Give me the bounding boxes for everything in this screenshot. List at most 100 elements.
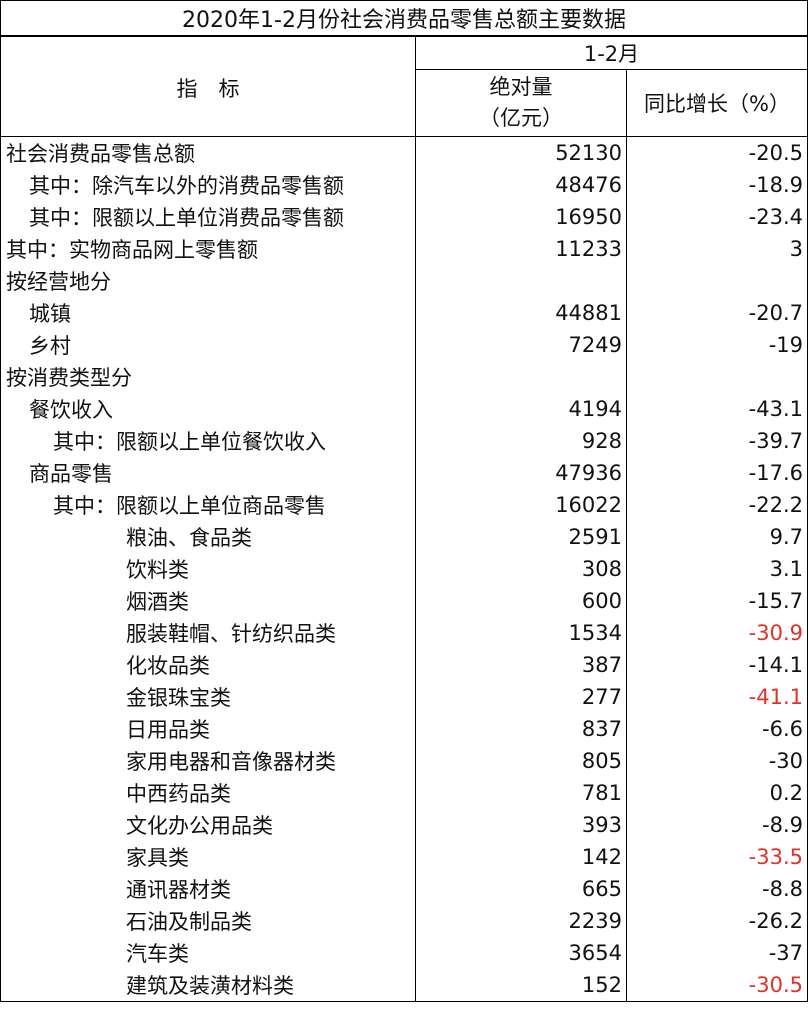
indicator-cell: 城镇	[0, 297, 416, 329]
absolute-value-cell: 16950	[415, 201, 627, 233]
table-row: 按经营地分	[0, 265, 808, 297]
yoy-growth-cell: -30.5	[626, 969, 808, 1002]
header-row-1: 指 标 1-2月	[0, 35, 808, 137]
absolute-value-cell: 600	[415, 585, 627, 617]
table-row: 中西药品类 781 0.2	[0, 777, 808, 809]
yoy-growth-cell: -14.1	[626, 649, 808, 681]
yoy-growth-cell: -23.4	[626, 201, 808, 233]
table-row: 通讯器材类 665 -8.8	[0, 873, 808, 905]
indicator-cell: 家具类	[0, 841, 416, 873]
table-title: 2020年1-2月份社会消费品零售总额主要数据	[0, 0, 808, 37]
absolute-value-cell: 11233	[415, 233, 627, 265]
table-row: 汽车类 3654 -37	[0, 937, 808, 969]
indicator-cell: 其中：限额以上单位餐饮收入	[0, 425, 416, 457]
yoy-growth-cell: -33.5	[626, 841, 808, 873]
table-row: 服装鞋帽、针纺织品类 1534 -30.9	[0, 617, 808, 649]
indicator-cell: 餐饮收入	[0, 393, 416, 425]
table-row: 烟酒类 600 -15.7	[0, 585, 808, 617]
title-row: 2020年1-2月份社会消费品零售总额主要数据	[0, 0, 808, 37]
table-row: 石油及制品类 2239 -26.2	[0, 905, 808, 937]
indicator-cell: 建筑及装潢材料类	[0, 969, 416, 1002]
indicator-cell: 中西药品类	[0, 777, 416, 809]
table-row: 商品零售 47936 -17.6	[0, 457, 808, 489]
yoy-growth-cell: -18.9	[626, 169, 808, 201]
absolute-value-cell: 2591	[415, 521, 627, 553]
yoy-growth-cell: -15.7	[626, 585, 808, 617]
indicator-cell: 服装鞋帽、针纺织品类	[0, 617, 416, 649]
table-row: 化妆品类 387 -14.1	[0, 649, 808, 681]
absolute-value-cell: 2239	[415, 905, 627, 937]
table-row: 城镇 44881 -20.7	[0, 297, 808, 329]
indicator-cell: 石油及制品类	[0, 905, 416, 937]
table-row: 金银珠宝类 277 -41.1	[0, 681, 808, 713]
indicator-cell: 家用电器和音像器材类	[0, 745, 416, 777]
header-row-2: 绝对量 （亿元） 同比增长（%）	[1, 69, 808, 137]
table-row: 其中：限额以上单位商品零售 16022 -22.2	[0, 489, 808, 521]
table-row: 社会消费品零售总额 52130 -20.5	[0, 136, 808, 169]
absolute-value-cell: 48476	[415, 169, 627, 201]
yoy-growth-cell: -30	[626, 745, 808, 777]
yoy-growth-cell	[626, 265, 808, 297]
indicator-cell: 文化办公用品类	[0, 809, 416, 841]
indicator-cell: 通讯器材类	[0, 873, 416, 905]
table-row: 其中：实物商品网上零售额 11233 3	[0, 233, 808, 265]
absolute-value-cell: 308	[415, 553, 627, 585]
table-row: 饮料类 308 3.1	[0, 553, 808, 585]
table-row: 餐饮收入 4194 -43.1	[0, 393, 808, 425]
yoy-growth-cell: -37	[626, 937, 808, 969]
indicator-cell: 其中：除汽车以外的消费品零售额	[0, 169, 416, 201]
table-row: 家用电器和音像器材类 805 -30	[0, 745, 808, 777]
yoy-growth-cell	[626, 361, 808, 393]
yoy-growth-cell: -17.6	[626, 457, 808, 489]
table-row: 建筑及装潢材料类 152 -30.5	[0, 969, 808, 1002]
header-absolute-unit: （亿元）	[479, 106, 563, 130]
indicator-cell: 化妆品类	[0, 649, 416, 681]
absolute-value-cell: 142	[415, 841, 627, 873]
indicator-cell: 其中：限额以上单位消费品零售额	[0, 201, 416, 233]
absolute-value-cell	[415, 361, 627, 393]
table-row: 日用品类 837 -6.6	[0, 713, 808, 745]
header-indicator: 指 标	[0, 35, 416, 137]
yoy-growth-cell: -6.6	[626, 713, 808, 745]
absolute-value-cell: 16022	[415, 489, 627, 521]
table-row: 粮油、食品类 2591 9.7	[0, 521, 808, 553]
absolute-value-cell: 837	[415, 713, 627, 745]
indicator-cell: 商品零售	[0, 457, 416, 489]
yoy-growth-cell: -39.7	[626, 425, 808, 457]
indicator-cell: 金银珠宝类	[0, 681, 416, 713]
table-row: 其中：限额以上单位消费品零售额 16950 -23.4	[0, 201, 808, 233]
absolute-value-cell: 393	[415, 809, 627, 841]
indicator-cell: 日用品类	[0, 713, 416, 745]
yoy-growth-cell: 9.7	[626, 521, 808, 553]
indicator-cell: 粮油、食品类	[0, 521, 416, 553]
yoy-growth-cell: -30.9	[626, 617, 808, 649]
table-row: 文化办公用品类 393 -8.9	[0, 809, 808, 841]
header-yoy: 同比增长（%）	[626, 69, 808, 137]
yoy-growth-cell: 3	[626, 233, 808, 265]
table-row: 其中：除汽车以外的消费品零售额 48476 -18.9	[0, 169, 808, 201]
yoy-growth-cell: -22.2	[626, 489, 808, 521]
absolute-value-cell: 152	[415, 969, 627, 1002]
indicator-cell: 社会消费品零售总额	[0, 136, 416, 169]
absolute-value-cell: 781	[415, 777, 627, 809]
yoy-growth-cell: -26.2	[626, 905, 808, 937]
absolute-value-cell: 928	[415, 425, 627, 457]
indicator-cell: 按消费类型分	[0, 361, 416, 393]
yoy-growth-cell: -19	[626, 329, 808, 361]
absolute-value-cell: 52130	[415, 136, 627, 169]
table-row: 乡村 7249 -19	[0, 329, 808, 361]
absolute-value-cell: 277	[415, 681, 627, 713]
absolute-value-cell: 387	[415, 649, 627, 681]
yoy-growth-cell: -41.1	[626, 681, 808, 713]
indicator-cell: 饮料类	[0, 553, 416, 585]
retail-sales-table: 2020年1-2月份社会消费品零售总额主要数据 指 标 1-2月 绝对量 （亿元…	[0, 0, 808, 1002]
indicator-cell: 烟酒类	[0, 585, 416, 617]
absolute-value-cell: 44881	[415, 297, 627, 329]
yoy-growth-cell: 0.2	[626, 777, 808, 809]
table-row: 其中：限额以上单位餐饮收入 928 -39.7	[0, 425, 808, 457]
absolute-value-cell: 1534	[415, 617, 627, 649]
indicator-cell: 其中：实物商品网上零售额	[0, 233, 416, 265]
yoy-growth-cell: -20.5	[626, 136, 808, 169]
absolute-value-cell: 7249	[415, 329, 627, 361]
indicator-cell: 汽车类	[0, 937, 416, 969]
